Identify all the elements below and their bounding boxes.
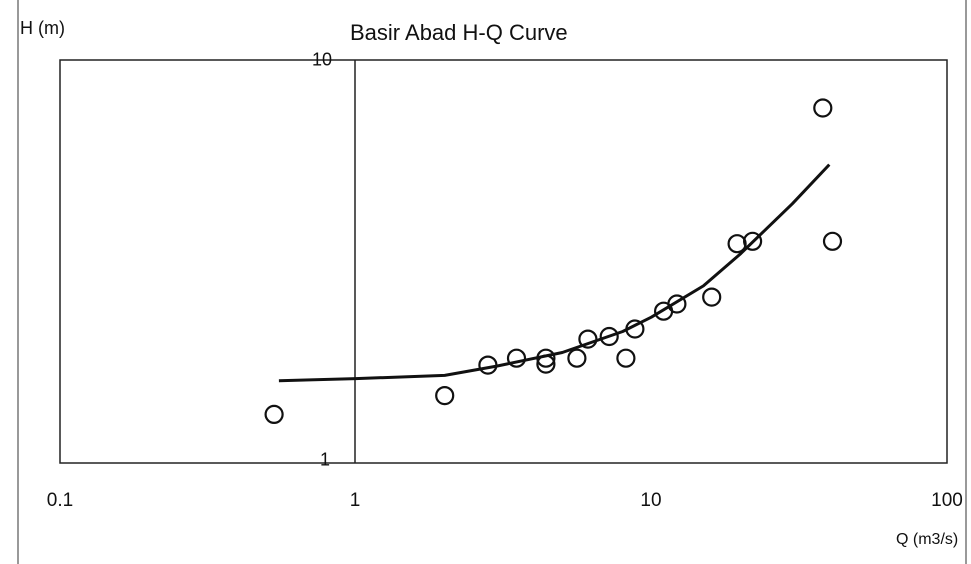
data-point — [813, 98, 833, 118]
x-tick-label: 100 — [931, 490, 963, 511]
data-point — [435, 386, 455, 406]
x-tick-label: 10 — [640, 490, 662, 511]
data-point — [616, 348, 636, 368]
y-tick-label: 1 — [319, 449, 331, 470]
data-point — [625, 319, 645, 339]
x-tick-label: 1 — [349, 490, 361, 511]
data-point — [667, 294, 687, 314]
y-axis-label: H (m) — [20, 18, 65, 38]
data-point — [536, 354, 556, 374]
data-point — [702, 287, 722, 307]
data-point — [264, 404, 284, 424]
data-point — [727, 234, 747, 254]
y-tick-label: 10 — [311, 49, 333, 70]
data-point — [742, 231, 763, 251]
fitted-curve-line — [278, 163, 831, 383]
plot-frame — [59, 59, 948, 464]
data-point — [536, 348, 556, 368]
data-point — [506, 348, 527, 368]
chart-title: Basir Abad H-Q Curve — [350, 20, 568, 45]
data-point — [578, 329, 598, 349]
data-point — [599, 326, 619, 347]
data-point — [567, 348, 587, 368]
x-tick-label: 0.1 — [46, 490, 74, 511]
data-points-layer — [264, 98, 843, 424]
fitted-curve-layer — [278, 163, 831, 383]
data-point — [822, 231, 843, 251]
x-axis-label: Q (m3/s) — [896, 531, 959, 548]
data-point — [478, 355, 498, 375]
